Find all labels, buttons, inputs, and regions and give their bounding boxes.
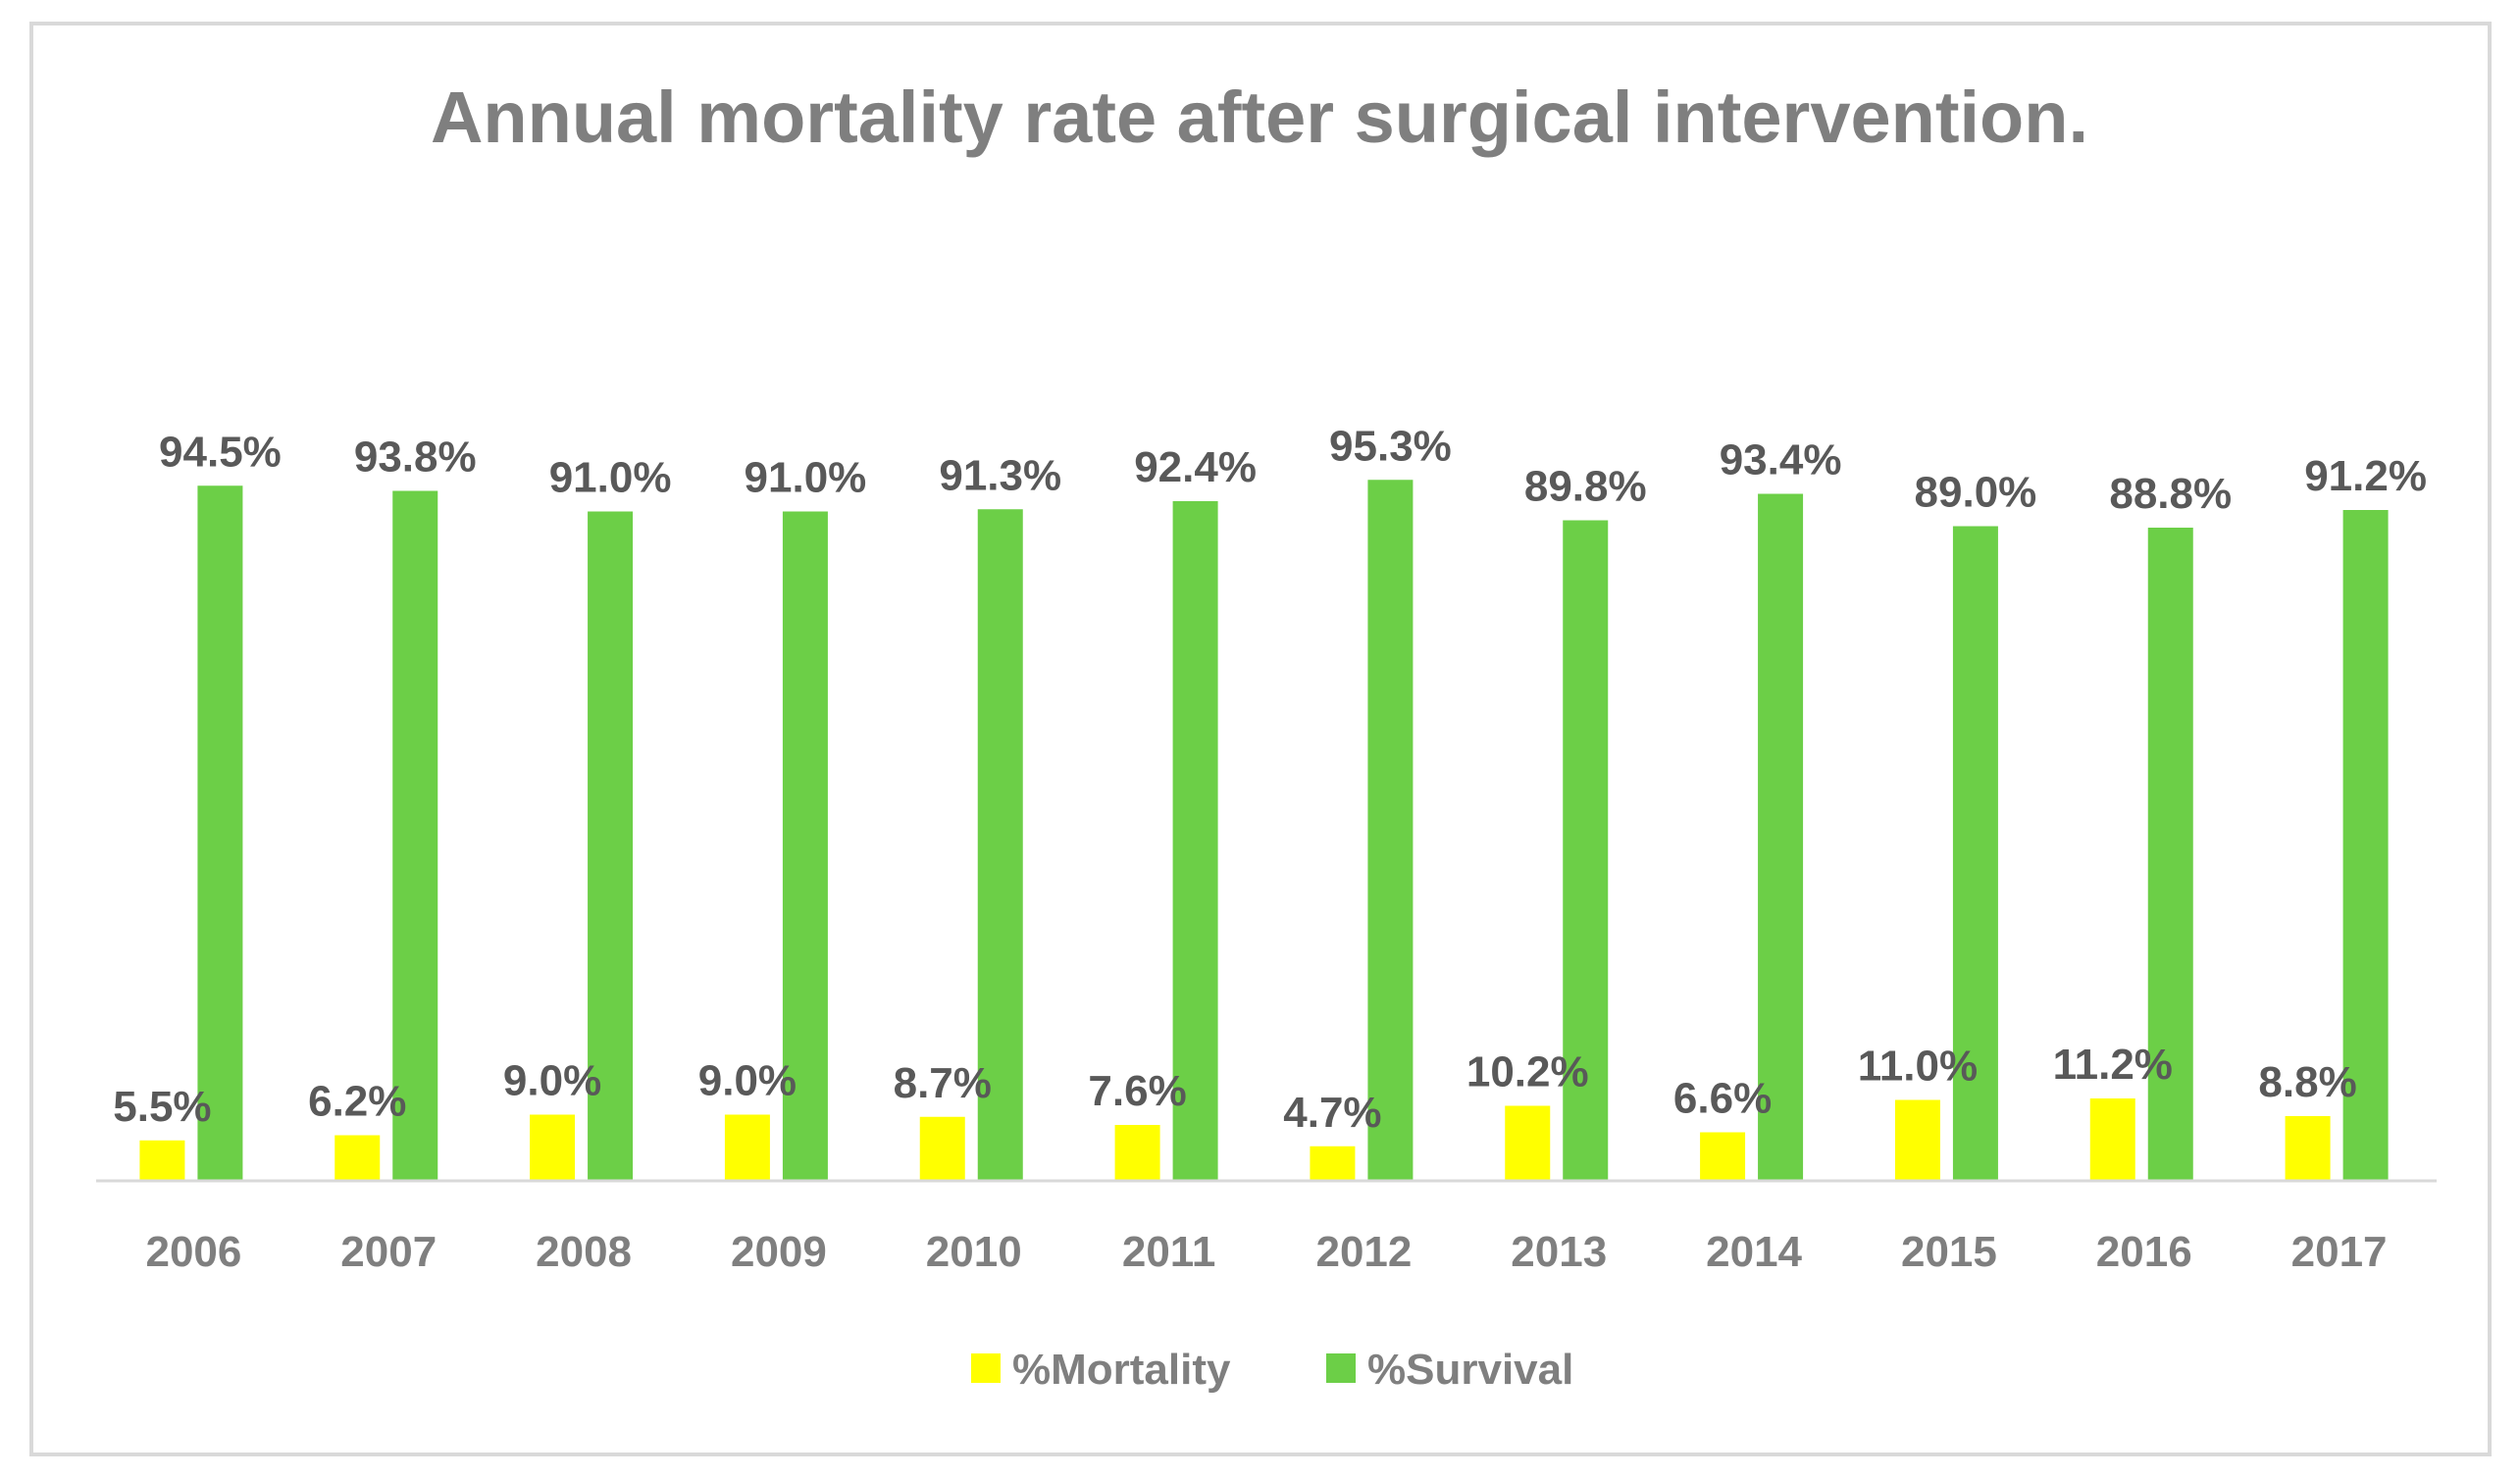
x-tick-2008: 2008 bbox=[536, 1228, 632, 1276]
x-tick-2012: 2012 bbox=[1315, 1228, 1412, 1276]
survival-label-2011: 92.4% bbox=[1134, 443, 1257, 491]
mortality-bar-2015 bbox=[1894, 1099, 1940, 1181]
mortality-label-2014: 6.6% bbox=[1673, 1075, 1772, 1123]
survival-bar-2010 bbox=[977, 509, 1023, 1181]
survival-label-2015: 89.0% bbox=[1915, 469, 2037, 517]
legend-label-mortality: %Mortality bbox=[1012, 1346, 1231, 1394]
bars-layer bbox=[139, 480, 2389, 1181]
survival-bar-2007 bbox=[392, 490, 438, 1181]
x-tick-2016: 2016 bbox=[2096, 1228, 2192, 1276]
mortality-bar-2007 bbox=[334, 1135, 381, 1181]
mortality-label-2016: 11.2% bbox=[2053, 1041, 2173, 1089]
chart-title: Annual mortality rate after surgical int… bbox=[431, 76, 2088, 158]
mortality-bar-2014 bbox=[1700, 1132, 1746, 1181]
mortality-bar-2012 bbox=[1310, 1146, 1356, 1181]
x-tick-2014: 2014 bbox=[1706, 1228, 1802, 1276]
x-tick-2015: 2015 bbox=[1901, 1228, 1997, 1276]
mortality-bar-2008 bbox=[530, 1114, 576, 1181]
data-labels: 5.5% 94.5% 6.2% 93.8% 9.0% 91.0% 9.0% 91.0% 8.7%… bbox=[113, 422, 2427, 1137]
mortality-label-2011: 7.6% bbox=[1088, 1067, 1186, 1115]
mortality-label-2013: 10.2% bbox=[1466, 1048, 1589, 1096]
survival-bar-2015 bbox=[1952, 526, 1998, 1181]
mortality-bar-2013 bbox=[1505, 1105, 1551, 1181]
survival-bar-2009 bbox=[782, 511, 828, 1181]
survival-bar-2011 bbox=[1172, 501, 1218, 1181]
survival-label-2013: 89.8% bbox=[1524, 463, 1647, 511]
survival-bar-2013 bbox=[1563, 520, 1609, 1181]
survival-label-2017: 91.2% bbox=[2304, 452, 2427, 500]
survival-label-2016: 88.8% bbox=[2109, 470, 2232, 518]
legend-swatch-mortality bbox=[971, 1353, 1001, 1383]
x-tick-2013: 2013 bbox=[1511, 1228, 1607, 1276]
x-tick-2009: 2009 bbox=[731, 1228, 827, 1276]
survival-bar-2016 bbox=[2147, 528, 2193, 1181]
mortality-bar-2010 bbox=[919, 1116, 965, 1181]
survival-bar-2017 bbox=[2342, 510, 2389, 1181]
survival-label-2010: 91.3% bbox=[939, 451, 1061, 499]
x-tick-2010: 2010 bbox=[926, 1228, 1022, 1276]
mortality-label-2010: 8.7% bbox=[894, 1059, 992, 1107]
legend: %Mortality %Survival bbox=[971, 1346, 1573, 1394]
survival-label-2012: 95.3% bbox=[1329, 422, 1452, 470]
x-tick-2011: 2011 bbox=[1122, 1228, 1215, 1276]
survival-label-2007: 93.8% bbox=[354, 433, 477, 482]
x-axis-ticks: 2006 2007 2008 2009 2010 2011 2012 2013 2014 2015… bbox=[145, 1228, 2387, 1276]
survival-label-2006: 94.5% bbox=[159, 428, 282, 476]
chart-frame bbox=[29, 22, 2492, 1456]
mortality-label-2007: 6.2% bbox=[308, 1078, 406, 1126]
mortality-label-2015: 11.0% bbox=[1858, 1043, 1978, 1091]
mortality-bar-2016 bbox=[2089, 1098, 2135, 1181]
legend-swatch-survival bbox=[1326, 1353, 1356, 1383]
survival-label-2014: 93.4% bbox=[1720, 436, 1842, 484]
survival-bar-2008 bbox=[588, 511, 634, 1181]
mortality-bar-2009 bbox=[724, 1114, 770, 1181]
mortality-label-2012: 4.7% bbox=[1283, 1089, 1381, 1137]
x-tick-2017: 2017 bbox=[2291, 1228, 2388, 1276]
survival-bar-2014 bbox=[1758, 493, 1804, 1181]
mortality-label-2008: 9.0% bbox=[503, 1057, 601, 1105]
legend-label-survival: %Survival bbox=[1367, 1346, 1573, 1394]
survival-label-2008: 91.0% bbox=[549, 454, 672, 502]
survival-label-2009: 91.0% bbox=[745, 454, 867, 502]
survival-bar-2012 bbox=[1367, 480, 1414, 1181]
mortality-label-2017: 8.8% bbox=[2258, 1058, 2356, 1106]
mortality-label-2009: 9.0% bbox=[698, 1057, 797, 1105]
survival-bar-2006 bbox=[197, 485, 243, 1181]
mortality-bar-2017 bbox=[2285, 1116, 2331, 1181]
mortality-label-2006: 5.5% bbox=[113, 1083, 211, 1131]
mortality-bar-2006 bbox=[139, 1140, 185, 1181]
x-tick-2006: 2006 bbox=[145, 1228, 241, 1276]
mortality-bar-2011 bbox=[1114, 1125, 1160, 1181]
x-tick-2007: 2007 bbox=[340, 1228, 437, 1276]
